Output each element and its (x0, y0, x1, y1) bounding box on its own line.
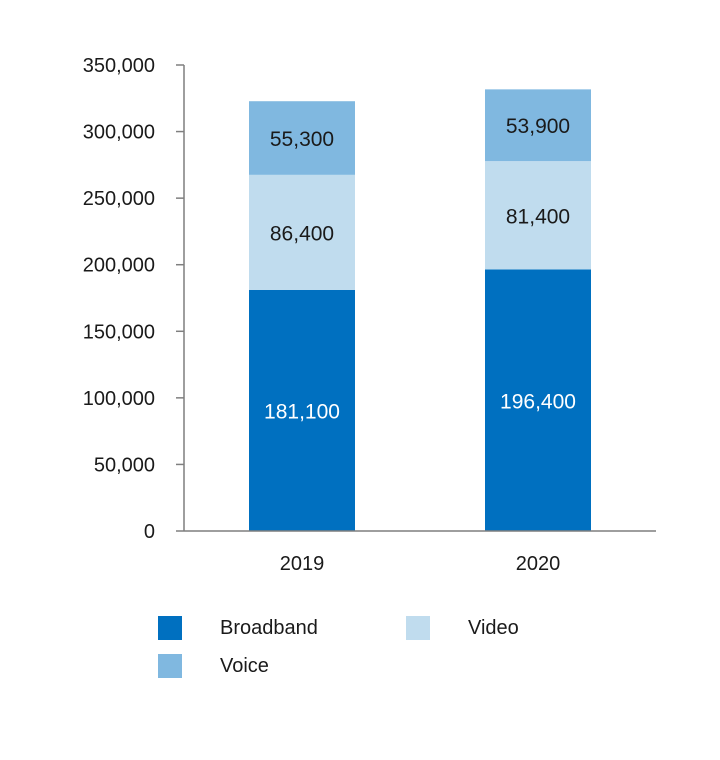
y-tick-label: 250,000 (83, 188, 155, 210)
bar-segment-voice-2020 (485, 89, 591, 162)
data-label-video-2019: 86,400 (270, 222, 334, 245)
data-label-broadband-2019: 181,100 (264, 400, 340, 423)
y-tick-label: 200,000 (83, 255, 155, 277)
y-tick-label: 0 (144, 521, 155, 543)
legend-swatch-voice (158, 654, 182, 678)
legend-item-voice: Voice (158, 654, 269, 678)
bar-segment-video-2020 (485, 161, 591, 270)
bar-segment-broadband-2019 (249, 289, 355, 531)
y-tick-label: 100,000 (83, 388, 155, 410)
y-axis: 0 50,000 100,000 150,000 200,000 250,000 300,0… (83, 55, 185, 543)
legend-swatch-broadband (158, 616, 182, 640)
y-tick-label: 50,000 (94, 454, 155, 476)
legend-item-broadband: Broadband (158, 616, 318, 640)
bars: 181,100 86,400 55,300 196,400 81,400 53,900 (249, 89, 591, 531)
legend-label-broadband: Broadband (220, 616, 318, 639)
x-axis: 2019 2020 (184, 530, 656, 575)
x-tick-label: 2020 (516, 553, 561, 575)
stacked-bar-chart: 0 50,000 100,000 150,000 200,000 250,000 300,0… (83, 55, 656, 575)
legend-swatch-video (406, 616, 430, 640)
y-tick-label: 150,000 (83, 321, 155, 343)
bar-segment-video-2019 (249, 174, 355, 290)
legend-label-video: Video (468, 616, 519, 639)
data-label-video-2020: 81,400 (506, 205, 570, 228)
legend-label-voice: Voice (220, 654, 269, 677)
bar-segment-broadband-2020 (485, 269, 591, 531)
data-label-voice-2019: 55,300 (270, 128, 334, 151)
data-label-broadband-2020: 196,400 (500, 390, 576, 413)
legend-item-video: Video (406, 616, 519, 640)
bar-segment-voice-2019 (249, 101, 355, 175)
legend: Broadband Video Voice (158, 616, 578, 686)
y-tick-label: 350,000 (83, 55, 155, 77)
y-tick-label: 300,000 (83, 122, 155, 144)
x-tick-label: 2019 (280, 553, 325, 575)
data-label-voice-2020: 53,900 (506, 115, 570, 138)
